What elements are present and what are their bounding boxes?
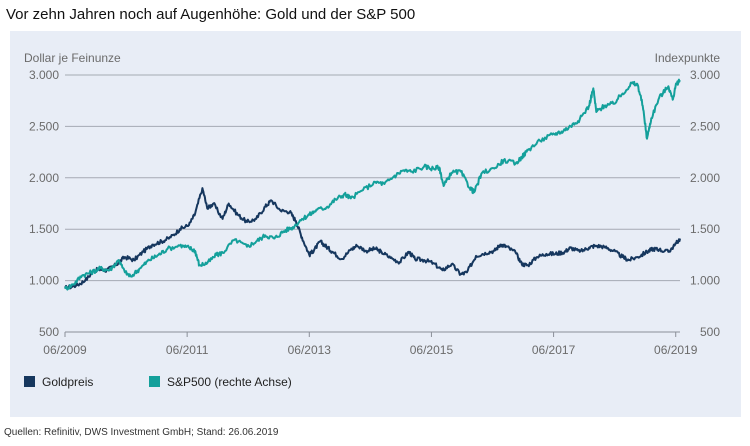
x-tick-label-5: 06/2019 <box>654 343 698 357</box>
source-note: Quellen: Refinitiv, DWS Investment GmbH;… <box>4 427 279 438</box>
legend-label-gold: Goldpreis <box>42 375 93 389</box>
y-tick-left-0: 3.000 <box>29 68 59 82</box>
y-tick-right-5: 500 <box>700 325 720 339</box>
y-tick-right-4: 1.000 <box>690 274 720 288</box>
x-tick-label-0: 06/2009 <box>43 343 87 357</box>
legend-swatch-sp500 <box>149 376 160 387</box>
chart-svg: Dollar je Feinunze Indexpunkte 3.000 3.00… <box>24 51 720 389</box>
y-tick-left-4: 1.000 <box>29 274 59 288</box>
x-tick-label-1: 06/2011 <box>166 343 209 357</box>
series-line-goldpreis <box>64 187 681 291</box>
x-tick-label-2: 06/2013 <box>288 343 332 357</box>
y-tick-left-5: 500 <box>39 325 59 339</box>
grid-layer <box>65 74 680 333</box>
y-tick-right-1: 2.500 <box>690 119 720 133</box>
series-line-sp500 <box>64 78 681 291</box>
y-tick-right-3: 1.500 <box>690 222 720 236</box>
page-title: Vor zehn Jahren noch auf Augenhöhe: Gold… <box>6 6 416 23</box>
axis-layer: Dollar je Feinunze Indexpunkte 3.000 3.00… <box>24 51 720 357</box>
y-axis-left-label: Dollar je Feinunze <box>24 51 121 65</box>
y-tick-left-2: 2.000 <box>29 171 59 185</box>
chart-panel: Dollar je Feinunze Indexpunkte 3.000 3.00… <box>10 31 741 417</box>
y-axis-right-label: Indexpunkte <box>655 51 721 65</box>
y-tick-left-3: 1.500 <box>29 222 59 236</box>
y-tick-right-2: 2.000 <box>690 171 720 185</box>
y-tick-left-1: 2.500 <box>29 119 59 133</box>
legend-swatch-gold <box>24 376 35 387</box>
legend-label-sp500: S&P500 (rechte Achse) <box>167 375 292 389</box>
x-tick-label-4: 06/2017 <box>532 343 576 357</box>
y-tick-right-0: 3.000 <box>690 68 720 82</box>
series-layer <box>64 78 681 291</box>
legend: Goldpreis S&P500 (rechte Achse) <box>24 375 292 389</box>
x-tick-label-3: 06/2015 <box>410 343 454 357</box>
